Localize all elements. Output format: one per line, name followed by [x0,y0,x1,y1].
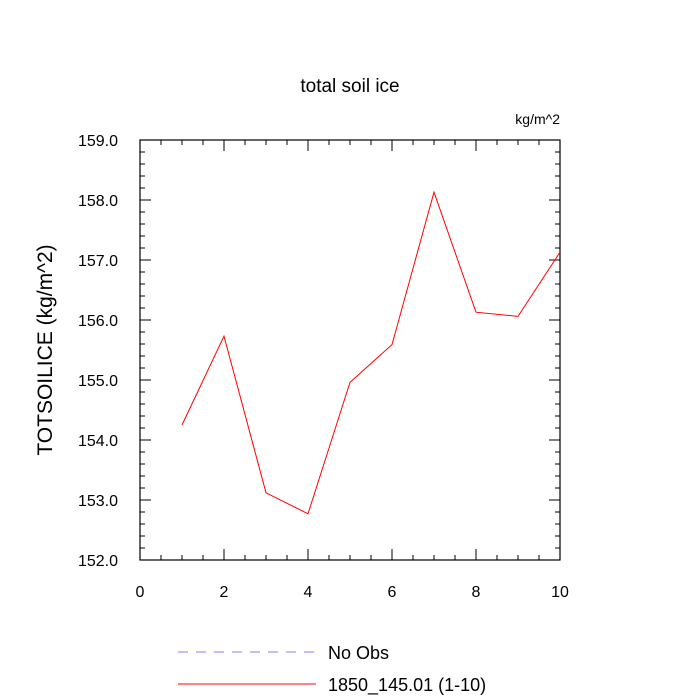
x-tick-label-4: 8 [472,584,481,601]
y-tick-label-3: 155.0 [78,373,118,390]
legend: No Obs 1850_145.01 (1-10) [178,643,486,696]
x-tick-label-5: 10 [551,584,569,601]
series-group [181,190,561,515]
x-tick-label-3: 6 [388,584,397,601]
legend-label-run: 1850_145.01 (1-10) [328,675,486,696]
x-tick-label-1: 2 [220,584,229,601]
plot-frame [139,139,561,561]
y-tick-label-7: 159.0 [78,133,118,150]
y-tick-label-6: 158.0 [78,193,118,210]
units-label: kg/m^2 [515,111,560,127]
axis-tick-labels: 0 2 4 6 8 10 152.0 153.0 154.0 155.0 156.0 157.0 158… [78,133,569,601]
y-tick-label-4: 156.0 [78,313,118,330]
y-axis-label: TOTSOILICE (kg/m^2) [34,244,57,455]
chart-title: total soil ice [300,76,399,97]
series-line-0 [181,190,561,515]
y-tick-label-5: 157.0 [78,253,118,270]
x-tick-label-2: 4 [304,584,313,601]
y-tick-label-2: 154.0 [78,433,118,450]
y-tick-label-1: 153.0 [78,493,118,510]
axis-ticks [139,139,561,561]
legend-label-no-obs: No Obs [328,643,389,663]
x-tick-label-0: 0 [136,584,145,601]
y-tick-label-0: 152.0 [78,553,118,570]
